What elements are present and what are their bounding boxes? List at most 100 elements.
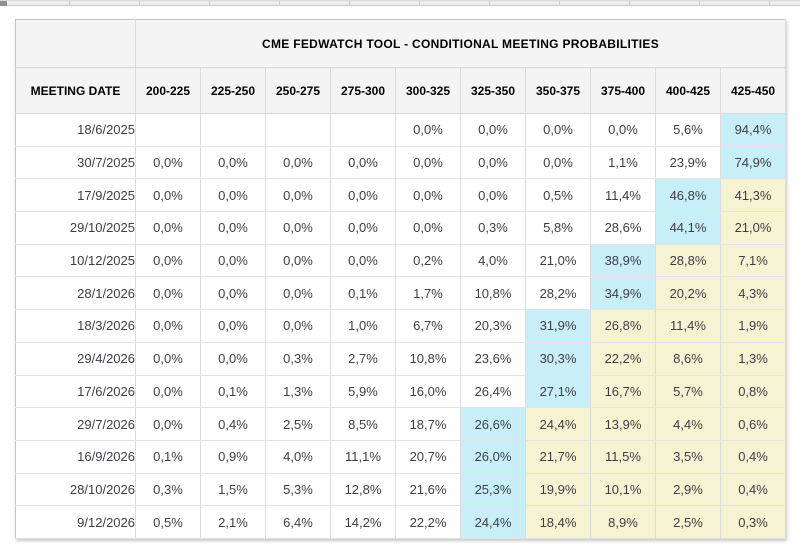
title-row: CME FEDWATCH TOOL - CONDITIONAL MEETING …: [15, 19, 787, 68]
probability-cell: 19,9%: [525, 473, 591, 507]
probability-cell: [265, 113, 331, 147]
probability-cell: 22,2%: [590, 342, 656, 376]
probability-cell: 20,3%: [460, 309, 526, 343]
rate-range-header: 250-275: [265, 67, 331, 114]
probability-cell: 0,0%: [330, 244, 396, 278]
probability-cell: 46,8%: [655, 178, 721, 213]
probability-cell: 11,5%: [590, 440, 656, 474]
probability-cell: 0,0%: [200, 146, 266, 180]
table-row: 29/7/2026 0,0% 0,4% 2,5% 8,5% 18,7% 26,6% 24,4%…: [15, 407, 787, 441]
probability-cell: 0,0%: [525, 113, 591, 147]
probability-cell: 0,4%: [720, 440, 787, 474]
probability-cell: 5,7%: [655, 375, 721, 409]
probability-cell: 14,2%: [330, 505, 396, 539]
probability-cell: 0,0%: [265, 309, 331, 343]
probability-cell: 0,0%: [395, 146, 461, 180]
rate-range-header: 425-450: [720, 67, 787, 114]
meeting-date-cell: 10/12/2025: [15, 244, 136, 278]
probability-cell: 21,0%: [720, 211, 787, 245]
probability-cell: 38,9%: [590, 244, 656, 278]
probability-cell: 1,7%: [395, 276, 461, 311]
probability-cell: 0,0%: [330, 178, 396, 213]
probability-cell: 21,6%: [395, 473, 461, 507]
table-row: 16/9/2026 0,1% 0,9% 4,0% 11,1% 20,7% 26,0% 21,7…: [15, 440, 787, 474]
probability-cell: 0,0%: [200, 342, 266, 376]
probability-cell: 20,7%: [395, 440, 461, 474]
probability-cell: 24,4%: [525, 407, 591, 441]
probability-cell: 16,0%: [395, 375, 461, 409]
meeting-date-cell: 29/7/2026: [15, 407, 136, 441]
table-row: 17/6/2026 0,0% 0,1% 1,3% 5,9% 16,0% 26,4% 27,1%…: [15, 375, 787, 409]
probability-cell: 10,8%: [460, 276, 526, 311]
table-row: 17/9/2025 0,0% 0,0% 0,0% 0,0% 0,0% 0,0% 0,5% 11,…: [15, 178, 787, 213]
table-row: 28/10/2026 0,3% 1,5% 5,3% 12,8% 21,6% 25,3% 19,…: [15, 473, 787, 507]
meeting-date-header: MEETING DATE: [15, 67, 136, 114]
table-row: 10/12/2025 0,0% 0,0% 0,0% 0,0% 0,2% 4,0% 21,0% 3…: [15, 244, 787, 278]
probability-cell: 0,3%: [265, 342, 331, 376]
meeting-date-cell: 17/9/2025: [15, 178, 136, 213]
probability-cell: 0,0%: [135, 146, 201, 180]
probability-cell: 0,3%: [720, 505, 787, 539]
rate-range-header: 350-375: [525, 67, 591, 114]
probability-cell: 18,4%: [525, 505, 591, 539]
probability-cell: 5,9%: [330, 375, 396, 409]
probability-cell: 0,0%: [135, 375, 201, 409]
probability-cell: 0,3%: [135, 473, 201, 507]
probability-cell: [200, 113, 266, 147]
rate-range-header: 200-225: [135, 67, 201, 114]
table-row: 28/1/2026 0,0% 0,0% 0,0% 0,1% 1,7% 10,8% 28,2% 3…: [15, 276, 787, 311]
probability-cell: 7,1%: [720, 244, 787, 278]
probability-cell: 0,4%: [200, 407, 266, 441]
probability-cell: 13,9%: [590, 407, 656, 441]
probability-cell: 2,7%: [330, 342, 396, 376]
table-title: CME FEDWATCH TOOL - CONDITIONAL MEETING …: [135, 19, 787, 68]
probability-cell: 16,7%: [590, 375, 656, 409]
table-row: 18/6/2025 0,0% 0,0% 0,0% 0,0% 5,6% 94,4%: [15, 113, 787, 147]
probability-cell: 1,3%: [265, 375, 331, 409]
probability-cell: 0,0%: [395, 113, 461, 147]
top-edge-mark: [0, 1, 7, 6]
probability-cell: 0,0%: [525, 146, 591, 180]
probability-cell: 30,3%: [525, 342, 591, 376]
probability-cell: 0,0%: [460, 113, 526, 147]
probability-cell: 11,1%: [330, 440, 396, 474]
probability-cell: 44,1%: [655, 211, 721, 245]
probability-cell: 0,0%: [395, 211, 461, 245]
probability-cell: 8,5%: [330, 407, 396, 441]
column-header-row: MEETING DATE 200-225 225-250 250-275 275-30…: [15, 67, 787, 114]
probability-cell: 26,0%: [460, 440, 526, 474]
probability-cell: 24,4%: [460, 505, 526, 539]
probability-cell: 23,6%: [460, 342, 526, 376]
probability-cell: 2,5%: [655, 505, 721, 539]
probability-cell: 0,0%: [460, 146, 526, 180]
probability-cell: 23,9%: [655, 146, 721, 180]
probability-cell: 20,2%: [655, 276, 721, 311]
probability-cell: 5,8%: [525, 211, 591, 245]
meeting-date-cell: 28/10/2026: [15, 473, 136, 507]
corner-cell: [15, 19, 136, 68]
probability-cell: 3,5%: [655, 440, 721, 474]
probability-cell: 5,3%: [265, 473, 331, 507]
probability-cell: 0,0%: [330, 146, 396, 180]
probability-cell: 6,7%: [395, 309, 461, 343]
meeting-date-cell: 28/1/2026: [15, 276, 136, 311]
meeting-date-cell: 29/10/2025: [15, 211, 136, 245]
probability-cell: 0,0%: [200, 276, 266, 311]
probability-cell: 0,0%: [135, 211, 201, 245]
probability-cell: 28,6%: [590, 211, 656, 245]
probability-cell: 0,0%: [135, 407, 201, 441]
probability-cell: 26,8%: [590, 309, 656, 343]
probability-cell: 0,0%: [200, 244, 266, 278]
probability-cell: 34,9%: [590, 276, 656, 311]
probability-cell: 0,0%: [265, 244, 331, 278]
probability-cell: [135, 113, 201, 147]
probability-cell: 8,9%: [590, 505, 656, 539]
table-row: 29/4/2026 0,0% 0,0% 0,3% 2,7% 10,8% 23,6% 30,3%…: [15, 342, 787, 376]
probability-cell: 0,0%: [135, 244, 201, 278]
probability-cell: 0,0%: [200, 309, 266, 343]
probability-cell: 2,9%: [655, 473, 721, 507]
rate-range-header: 375-400: [590, 67, 656, 114]
probability-cell: 74,9%: [720, 146, 787, 180]
probability-cell: 25,3%: [460, 473, 526, 507]
probability-cell: 26,6%: [460, 407, 526, 441]
